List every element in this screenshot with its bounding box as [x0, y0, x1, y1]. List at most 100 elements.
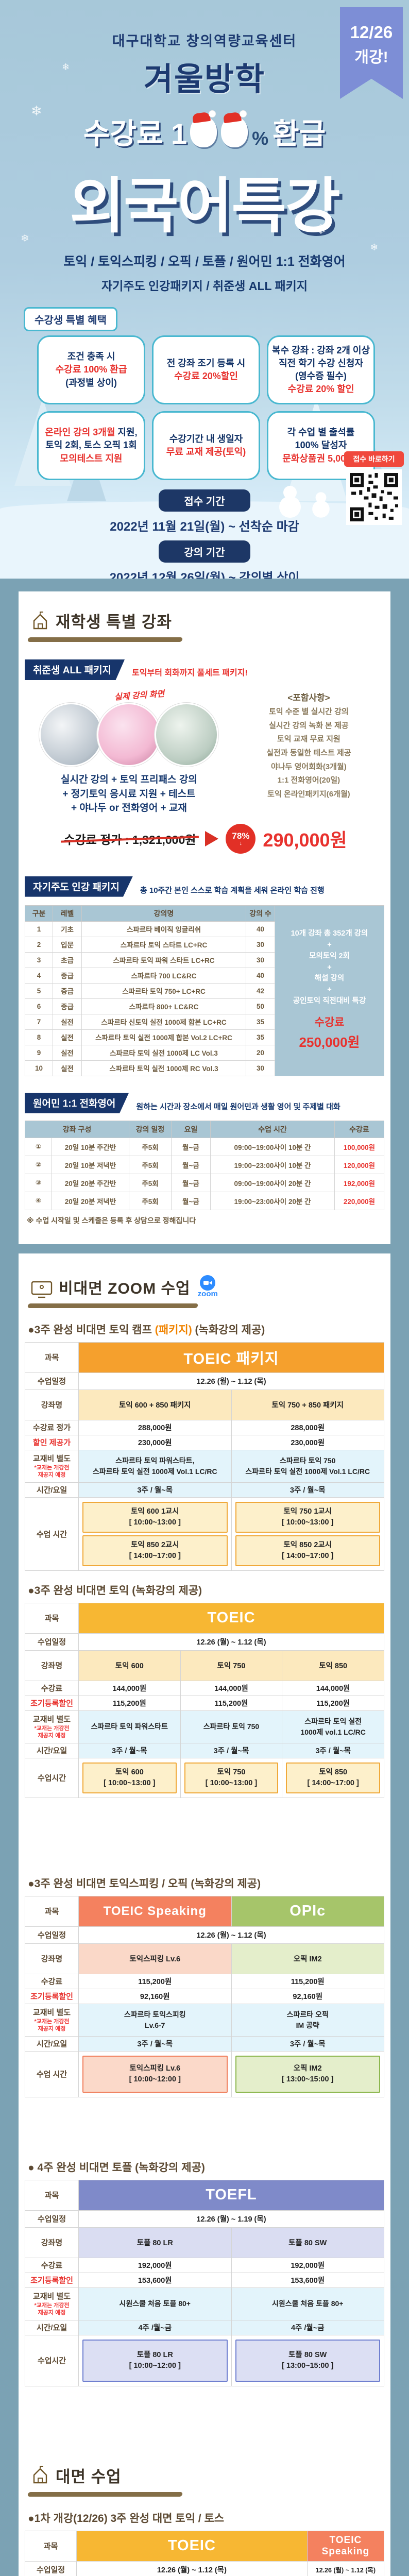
cell-schedule: 주5회 — [129, 1137, 172, 1156]
benefit-card-multi: 복수 강좌 : 강좌 2개 이상 직전 학기 수강 신청자 (영수증 필수) 수… — [267, 335, 375, 404]
price-original: 수강료 정가 : 1,321,000원 — [62, 830, 198, 848]
cell-count: 50 — [246, 998, 275, 1014]
table-header-toeic-package: TOEIC 패키지 — [78, 1342, 384, 1373]
summary-line: 10개 강좌 총 352개 강의 — [291, 929, 368, 938]
table-row: 7 실전 스파르타 신토익 실전 1000제 합본 LC+RC 35 — [25, 1013, 275, 1030]
cell-num: ③ — [25, 1173, 52, 1192]
table-row: ② 20일 10분 저녁반 주5회 월~금 19:00~23:00사이 10분 … — [25, 1155, 384, 1174]
cell-classtime: 토익 600 1교시[ 10:00~13:00 ] 토익 850 2교시[ 14… — [78, 1497, 232, 1571]
table-row: 2 입문 스파르타 토익 스타트 LC+RC 30 — [25, 936, 275, 953]
table-header-toeic-speaking: TOEIC Speaking — [306, 2530, 385, 2562]
summary-line: + — [327, 986, 332, 994]
cell-timeday: 3주 / 월~목 — [78, 1482, 232, 1498]
reception-period-badge: 접수 기간 — [159, 489, 250, 512]
selfpkg-price-label: 수강료 — [314, 1016, 345, 1028]
cell-count: 40 — [246, 967, 275, 984]
cell-count: 30 — [246, 952, 275, 968]
benefit-card-online: 온라인 강의 3개월 지원, 토익 2회, 토스 오픽 1회 모의테스트 지원 — [37, 411, 145, 480]
benefit-line: 100% 달성자 — [295, 440, 347, 451]
include-item: 1:1 전화영어(20일) — [277, 776, 340, 785]
cell-num: ① — [25, 1137, 52, 1156]
cell-timeday: 3주 / 월~목 — [231, 1482, 384, 1498]
cell-level: 실전 — [53, 1013, 82, 1030]
summary-line: + — [327, 963, 332, 972]
benefit-line: (과정별 상이) — [65, 377, 117, 388]
cell-course: 스파르타 700 LC&RC — [81, 967, 246, 984]
benefit-card-refund: 조건 충족 시 수강료 100% 환급 (과정별 상이) — [37, 335, 145, 404]
toeic-table: 과목 TOEIC 수업일정 12.26 (월) ~ 1.12 (목) 강좌명 토… — [25, 1602, 384, 1798]
benefit-card-early: 전 강좌 조기 등록 시 수강료 20%할인 — [152, 335, 260, 404]
snowflake-icon: ❄ — [370, 242, 378, 252]
table-row: ③ 20일 20분 주간반 주5회 월~금 09:00~19:00사이 20분 … — [25, 1173, 384, 1192]
benefit-line: 토익 2회, 토스 오픽 1회 — [45, 440, 137, 451]
cell-count: 40 — [246, 921, 275, 937]
allpkg-body: 실제 강의 화면 실시간 강의 + 토익 프리패스 강의 + 정기토익 응시료 지… — [25, 687, 384, 816]
col-header: 수강료 — [334, 1120, 384, 1138]
table-row: 6 중급 스파르타 800+ LC&RC 50 — [25, 998, 275, 1014]
cell-class: 20일 10분 저녁반 — [51, 1155, 130, 1174]
cell-count: 30 — [246, 936, 275, 953]
selfpkg-table-wrap: 구분 레벨 강의명 강의 수 1 기초 스파르타 베이직 잉글리쉬 — [25, 905, 384, 1076]
cell-time: 09:00~19:00사이 20분 간 — [210, 1173, 335, 1192]
cell-course: 스파르타 800+ LC&RC — [81, 998, 246, 1014]
offline1-table: 과목 TOEIC TOEIC Speaking 수업일정 12.26 (월) ~… — [25, 2530, 385, 2576]
table-row: 1 기초 스파르타 베이직 잉글리쉬 40 — [25, 921, 275, 937]
phone-note: ※ 수업 시작일 및 스케줄은 등록 후 상담으로 정해집니다 — [27, 1216, 196, 1225]
cell-course: 스파르타 신토익 실전 1000제 합본 LC+RC — [81, 1013, 246, 1030]
col-header: 요일 — [171, 1120, 211, 1138]
cell-time: 19:00~23:00사이 10분 간 — [210, 1155, 335, 1174]
zoom-heading-row: 비대면 ZOOM 수업 zoom — [25, 1253, 384, 1298]
include-item: 토익 온라인패키지(6개월) — [267, 790, 350, 799]
lecture-photos — [25, 703, 233, 767]
house-icon — [33, 611, 47, 629]
cell-level: 중급 — [53, 967, 82, 984]
table-row: ① 20일 10분 주간반 주5회 월~금 09:00~19:00사이 10분 … — [25, 1137, 384, 1156]
table-header-toeic: TOEIC — [76, 2530, 308, 2562]
selfpkg-banner-row: 자기주도 인강 패키지 총 10주간 본인 스스로 학습 계획을 세워 온라인 … — [25, 876, 384, 897]
allpkg-tagline: 토익부터 회화까지 풀세트 패키지! — [132, 669, 248, 677]
qr-block: 접수 바로하기 — [344, 451, 404, 525]
cell-book: 스파르타 토익 750 스파르타 토익 실전 1000제 Vol.1 LC/RC — [231, 1449, 384, 1483]
zoom-offline-card: 비대면 ZOOM 수업 zoom ●3주 완성 비대면 토익 캠프 (패키지) … — [19, 1253, 390, 2576]
cell-level: 기초 — [53, 921, 82, 937]
cell-price: 220,000원 — [334, 1191, 384, 1210]
col-header: 강의 일정 — [129, 1120, 172, 1138]
cell-level: 초급 — [53, 952, 82, 968]
cell-course: 토익 750 + 850 패키지 — [231, 1389, 384, 1420]
santa-zero-icon — [221, 110, 248, 147]
benefit-line: 복수 강좌 : 강좌 2개 이상 — [271, 345, 370, 355]
title-main: 외국어특강 — [70, 173, 340, 240]
lecture-photo — [39, 703, 104, 767]
cell-level: 입문 — [53, 936, 82, 953]
cell-days: 월~금 — [171, 1137, 211, 1156]
benefit-line: 문화상품권 5,000원 — [282, 453, 360, 464]
allpkg-includes: <포함사항> 토익 수준 별 실시간 강의 실시간 강의 녹화 본 제공 토익 교재… — [233, 687, 384, 816]
allpkg-left: 실제 강의 화면 실시간 강의 + 토익 프리패스 강의 + 정기토익 응시료 지… — [25, 687, 233, 816]
cell-level: 중급 — [53, 982, 82, 999]
benefit-card-attendance: 각 수업 별 출석률 100% 달성자 문화상품권 5,000원 — [267, 411, 375, 480]
table-header-toefl: TOEFL — [78, 2179, 384, 2211]
price-final: 290,000원 — [263, 829, 347, 851]
benefit-line: 직전 학기 수강 신청자 — [278, 358, 364, 368]
selfpkg-table: 구분 레벨 강의명 강의 수 1 기초 스파르타 베이직 잉글리쉬 — [25, 905, 275, 1076]
cell-fee: 288,000원 — [231, 1419, 384, 1435]
cell-class: 20일 10분 주간반 — [51, 1137, 130, 1156]
table-header-opic: OPIc — [231, 1895, 384, 1927]
tsopic-table: 과목 TOEIC Speaking OPIc 수업일정 12.26 (월) ~ … — [25, 1895, 384, 2097]
benefit-line: 조건 충족 시 — [67, 351, 115, 362]
include-item: 실전과 동일한 테스트 제공 — [266, 749, 351, 758]
qr-label: 접수 바로하기 — [344, 451, 404, 467]
cell-course: 스파르타 토익 파워 스타트 LC+RC — [81, 952, 246, 968]
lecture-photo — [97, 703, 161, 767]
cell-price: 192,000원 — [334, 1173, 384, 1192]
include-item: 야나두 영어회화(3개월) — [271, 762, 347, 771]
cell-num: ② — [25, 1155, 52, 1174]
subtitle-courses: 토익 / 토익스피킹 / 오픽 / 토플 / 원어민 1:1 전화영어 — [63, 255, 346, 269]
qr-code[interactable] — [346, 469, 402, 525]
zoom-heading: 비대면 ZOOM 수업 — [59, 1280, 191, 1297]
table-header-toeic-speaking: TOEIC Speaking — [78, 1895, 232, 1927]
hero-section: ❄ ❄ ❄ ❄ ❄ 12/26 개강! 대구대학교 창의역량교육센터 겨울방학 … — [0, 0, 409, 579]
cell-count: 20 — [246, 1044, 275, 1061]
percent-sign: % — [252, 128, 269, 149]
summary-line: 공인토익 직전대비 특강 — [293, 996, 366, 1005]
